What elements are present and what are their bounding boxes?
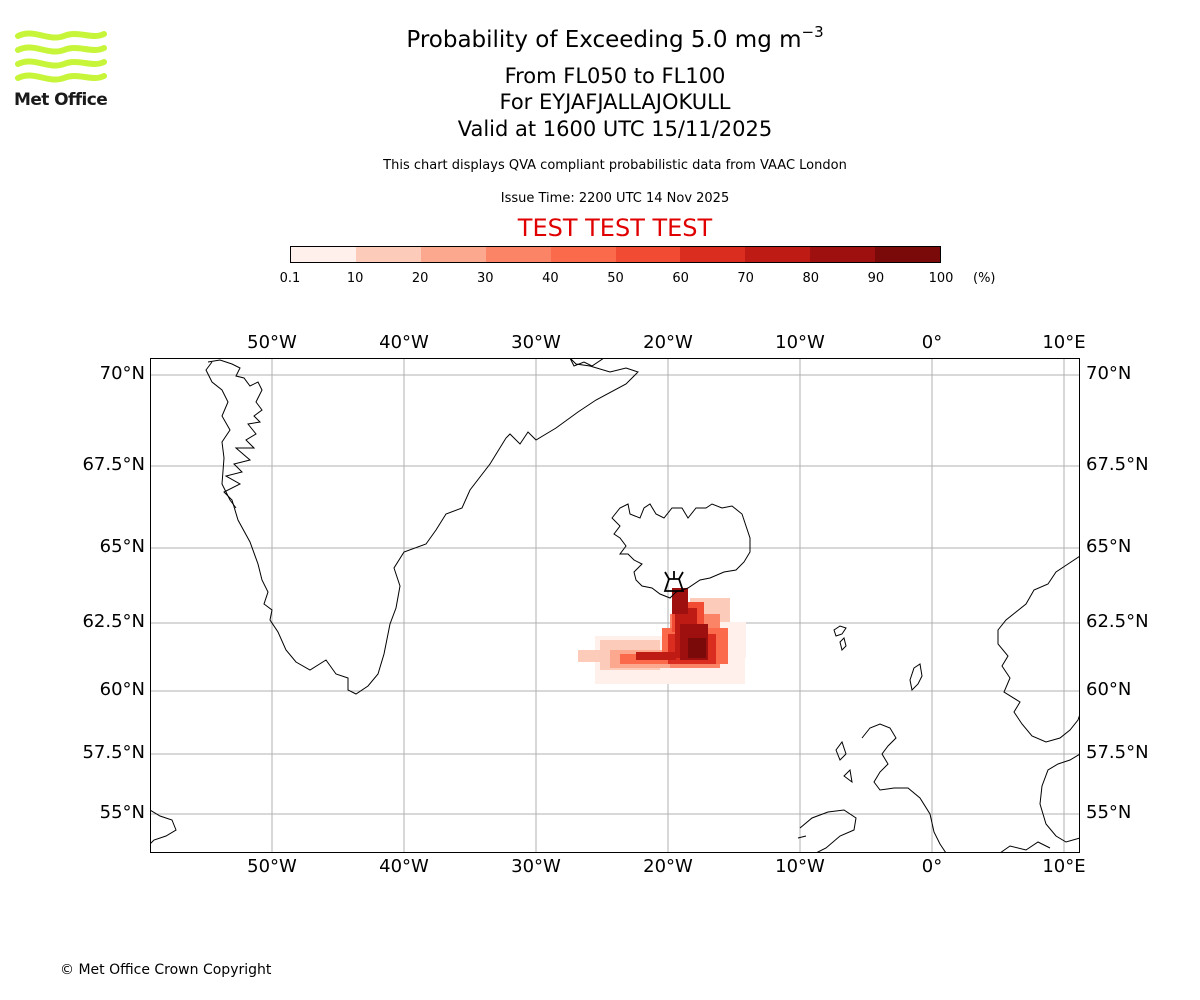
colorbar-tick-label: 70: [737, 271, 754, 286]
latitude-label: 67.5°N: [1086, 454, 1149, 475]
colorbar-segment: [420, 247, 486, 262]
latitude-label: 67.5°N: [82, 454, 145, 475]
graticule: [150, 358, 1080, 853]
longitude-label: 10°W: [775, 856, 825, 877]
longitude-label: 10°W: [775, 332, 825, 353]
longitude-label: 30°W: [511, 332, 561, 353]
colorbar-segment: [875, 247, 941, 262]
met-office-wave-logo-icon: [15, 30, 107, 83]
latitude-label: 57.5°N: [82, 742, 145, 763]
latitude-label: 70°N: [99, 363, 145, 384]
data-source-note: This chart displays QVA compliant probab…: [383, 158, 847, 173]
met-office-logo: Met Office: [14, 28, 108, 114]
colorbar-unit: (%): [973, 271, 996, 286]
colorbar-tick-label: 20: [411, 271, 429, 286]
greenland-coast: [207, 358, 639, 695]
colorbar-segment: [615, 247, 681, 262]
probability-colorbar: [290, 246, 941, 263]
latitude-label: 65°N: [99, 536, 145, 557]
colorbar-segment: [680, 247, 746, 262]
greenland-north-fragment: [569, 358, 605, 367]
longitude-label: 0°: [921, 856, 943, 877]
colorbar-segment: [550, 247, 616, 262]
shetland-islands: [909, 663, 923, 692]
norway-coast: [997, 555, 1080, 743]
sweden-denmark-coast: [1039, 753, 1080, 843]
colorbar-tick-label: 90: [867, 271, 885, 286]
longitude-label: 40°W: [379, 856, 429, 877]
colorbar-tick-label: 40: [542, 271, 559, 286]
colorbar-tick-label: 100: [928, 271, 954, 286]
copyright: © Met Office Crown Copyright: [60, 962, 272, 978]
issue-time: Issue Time: 2200 UTC 14 Nov 2025: [500, 191, 730, 206]
uk-coast: [861, 723, 947, 853]
iceland-coast: [611, 503, 751, 599]
volcano-name: For EYJAFJALLAJOKULL: [499, 90, 731, 114]
map-frame: [150, 358, 1080, 853]
colorbar-segment: [745, 247, 811, 262]
longitude-label: 30°W: [511, 856, 561, 877]
map-panel[interactable]: [150, 358, 1080, 853]
longitude-label: 0°: [921, 332, 943, 353]
latitude-label: 65°N: [1086, 536, 1132, 557]
test-banner: TEST TEST TEST: [517, 214, 713, 242]
longitude-label: 20°W: [643, 856, 693, 877]
volcano-icon: [663, 571, 685, 592]
latitude-label: 60°N: [99, 679, 145, 700]
colorbar-segment: [810, 247, 876, 262]
longitude-label: 10°E: [1042, 856, 1086, 877]
greenland-coast-west: [205, 361, 237, 509]
latitude-label: 62.5°N: [1086, 611, 1149, 632]
colorbar-tick-label: 10: [346, 271, 364, 286]
labrador-coast: [150, 809, 177, 845]
colorbar-tick-label: 80: [802, 271, 820, 286]
longitude-label: 50°W: [247, 856, 297, 877]
flight-level-range: From FL050 to FL100: [504, 64, 726, 88]
latitude-label: 62.5°N: [82, 611, 145, 632]
logo-text: Met Office: [14, 90, 108, 110]
ash-probability-plume: [578, 588, 746, 684]
colorbar-segment: [291, 247, 356, 262]
hebrides: [835, 740, 853, 784]
coastlines: [150, 358, 1080, 853]
latitude-label: 57.5°N: [1086, 742, 1149, 763]
faroe-islands: [833, 625, 847, 651]
ireland-coast: [797, 809, 857, 853]
baltic-coast: [999, 841, 1051, 853]
longitude-label: 40°W: [379, 332, 429, 353]
colorbar-tick-label: 0.1: [279, 271, 301, 286]
longitude-label: 20°W: [643, 332, 693, 353]
colorbar-tick-label: 50: [607, 271, 624, 286]
longitude-label: 50°W: [247, 332, 297, 353]
latitude-label: 55°N: [1086, 802, 1132, 823]
colorbar-segment: [355, 247, 421, 262]
latitude-label: 55°N: [99, 802, 145, 823]
colorbar-tick-label: 30: [477, 271, 494, 286]
longitude-label: 10°E: [1042, 332, 1086, 353]
latitude-label: 60°N: [1086, 679, 1132, 700]
colorbar-tick-label: 60: [672, 271, 689, 286]
latitude-label: 70°N: [1086, 363, 1132, 384]
valid-time: Valid at 1600 UTC 15/11/2025: [457, 117, 773, 141]
colorbar-segment: [485, 247, 551, 262]
chart-title: Probability of Exceeding 5.0 mg m−3: [406, 23, 824, 54]
